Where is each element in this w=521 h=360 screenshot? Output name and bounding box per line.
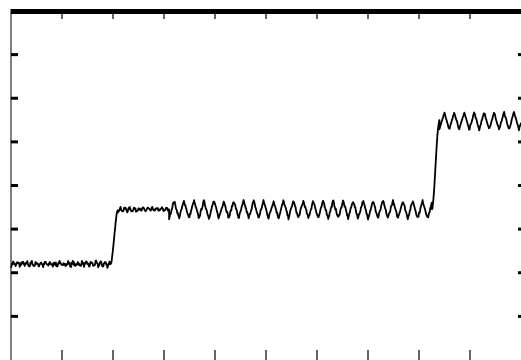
axis-ticks <box>11 12 521 360</box>
signal-line <box>10 110 521 269</box>
plot-frame-top <box>11 9 521 14</box>
